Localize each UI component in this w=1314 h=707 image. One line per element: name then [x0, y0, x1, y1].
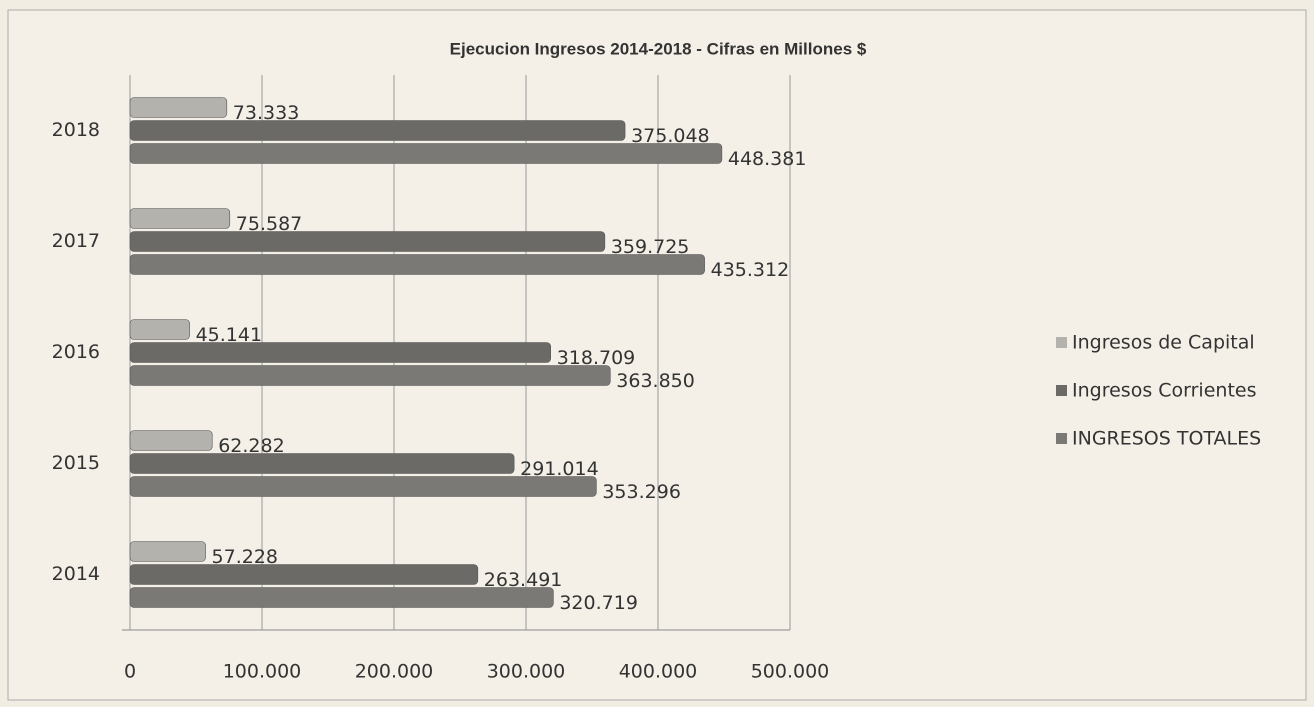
- value-label: 73.333: [233, 102, 299, 124]
- bar: [129, 564, 479, 585]
- legend-label: Ingresos de Capital: [1072, 332, 1255, 354]
- value-label: 45.141: [196, 324, 262, 346]
- value-label: 318.709: [557, 347, 636, 369]
- value-label: 75.587: [236, 213, 302, 235]
- value-label: 375.048: [631, 125, 710, 147]
- x-tick-label: 200.000: [355, 661, 434, 683]
- bar: [129, 231, 606, 252]
- x-tick-label: 500.000: [751, 661, 830, 683]
- y-tick-label: 2017: [52, 230, 100, 252]
- legend-label: INGRESOS TOTALES: [1072, 428, 1261, 450]
- y-tick-label: 2016: [52, 341, 100, 363]
- bar: [129, 365, 611, 386]
- value-label: 353.296: [602, 481, 681, 503]
- bar: [129, 541, 206, 562]
- value-label: 263.491: [484, 569, 563, 591]
- value-label: 291.014: [520, 458, 599, 480]
- y-tick-label: 2018: [52, 119, 100, 141]
- y-tick-label: 2015: [52, 452, 100, 474]
- chart-title: Ejecucion Ingresos 2014-2018 - Cifras en…: [450, 39, 867, 58]
- bar: [129, 342, 551, 363]
- bar: [129, 476, 597, 497]
- bar: [129, 208, 231, 229]
- bar: [129, 120, 626, 141]
- bar: [129, 430, 213, 451]
- value-label: 359.725: [611, 236, 690, 258]
- legend-label: Ingresos Corrientes: [1072, 380, 1256, 402]
- value-label: 57.228: [212, 546, 278, 568]
- value-label: 363.850: [616, 370, 695, 392]
- y-tick-label: 2014: [52, 563, 100, 585]
- bar: [129, 143, 723, 164]
- bar: [129, 97, 228, 118]
- value-label: 320.719: [559, 592, 638, 614]
- value-label: 62.282: [218, 435, 284, 457]
- value-label: 448.381: [728, 148, 807, 170]
- bar: [129, 453, 515, 474]
- value-label: 435.312: [711, 259, 790, 281]
- legend-swatch: [1056, 385, 1067, 396]
- bar: [129, 319, 190, 340]
- x-tick-label: 0: [124, 661, 136, 683]
- x-tick-label: 300.000: [487, 661, 566, 683]
- x-tick-label: 100.000: [223, 661, 302, 683]
- bar: [129, 254, 705, 275]
- x-tick-label: 400.000: [619, 661, 698, 683]
- legend-swatch: [1056, 433, 1067, 444]
- legend-swatch: [1056, 337, 1067, 348]
- bar: [129, 587, 554, 608]
